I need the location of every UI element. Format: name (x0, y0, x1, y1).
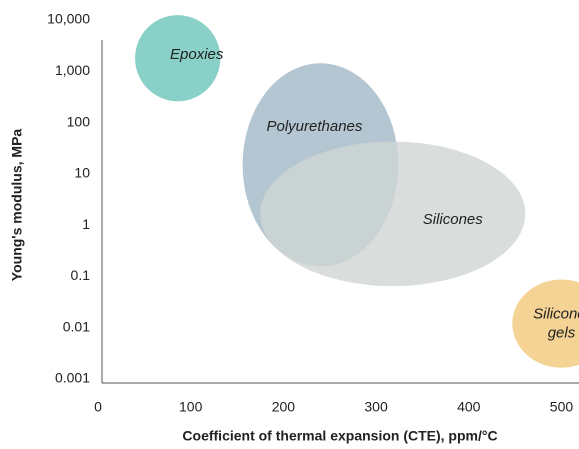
region-label: Silicones (423, 211, 484, 228)
region-label: Epoxies (170, 46, 224, 63)
x-tick-label: 400 (457, 399, 481, 415)
region (135, 15, 221, 102)
x-tick-label: 500 (550, 399, 574, 415)
y-tick-label: 0.1 (71, 267, 91, 283)
x-tick-label: 300 (364, 399, 388, 415)
y-tick-label: 1,000 (55, 62, 90, 78)
x-axis-title: Coefficient of thermal expansion (CTE), … (182, 428, 497, 444)
plot-area (135, 15, 579, 368)
y-axis-title: Young's modulus, MPa (9, 129, 25, 282)
region-label: Polyurethanes (267, 118, 363, 135)
y-tick-label: 0.001 (55, 370, 90, 386)
x-tick-label: 0 (94, 399, 102, 415)
y-tick-label: 10,000 (47, 11, 90, 27)
region (260, 141, 526, 287)
region-label: Silicone gels (533, 306, 579, 342)
y-tick-label: 100 (67, 113, 91, 129)
y-tick-label: 0.01 (63, 318, 90, 334)
y-tick-label: 1 (82, 216, 90, 232)
region (512, 279, 579, 368)
x-tick-label: 200 (272, 399, 296, 415)
x-tick-label: 100 (179, 399, 203, 415)
y-tick-label: 10 (74, 165, 90, 181)
